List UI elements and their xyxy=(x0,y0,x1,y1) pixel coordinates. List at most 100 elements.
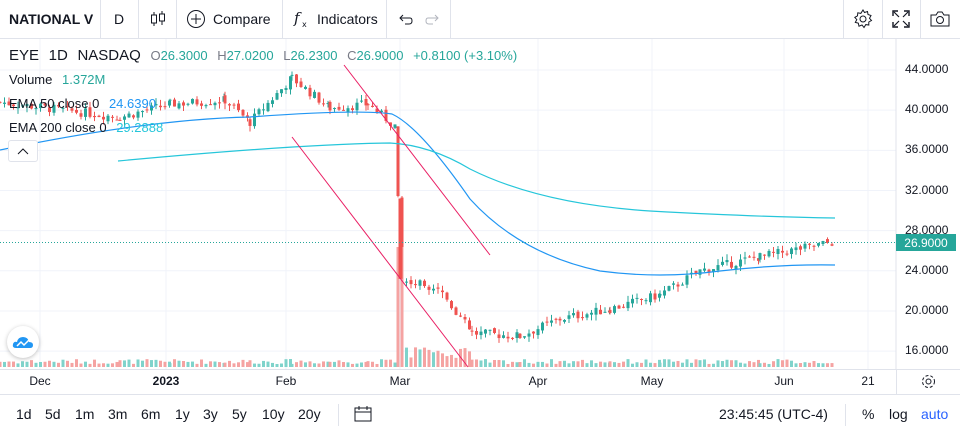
volume-bar xyxy=(342,362,345,367)
candle-body xyxy=(322,103,325,105)
volume-bar xyxy=(681,362,684,367)
candle-body xyxy=(707,269,711,273)
candle-body xyxy=(209,104,212,106)
percent-scale-toggle[interactable]: % xyxy=(862,406,875,422)
volume-bar xyxy=(748,361,751,367)
candle-body xyxy=(84,108,87,117)
settings-button[interactable] xyxy=(852,0,874,38)
chart-pane[interactable]: EYE 1D NASDAQ O26.3000 H27.0200 L26.2300… xyxy=(0,39,960,369)
toolbar-divider xyxy=(338,404,339,426)
volume-bar xyxy=(626,359,630,367)
volume-bar xyxy=(400,247,404,367)
volume-bar xyxy=(617,362,621,367)
collapse-legend-button[interactable] xyxy=(8,140,38,162)
volume-bar xyxy=(366,361,370,367)
candle-body xyxy=(667,286,671,291)
volume-bar xyxy=(241,359,245,367)
volume-bar xyxy=(536,361,540,367)
candle-body xyxy=(375,108,379,113)
time-tick: 21 xyxy=(861,374,875,388)
range-20y[interactable]: 20y xyxy=(298,406,321,422)
time-axis[interactable]: Dec 2023 Feb Mar Apr May Jun 21 xyxy=(0,369,960,395)
volume-bar xyxy=(79,363,83,367)
price-tick: 40.0000 xyxy=(905,102,949,117)
price-tick: 36.0000 xyxy=(905,142,949,157)
candle-body xyxy=(563,319,566,322)
volume-bar xyxy=(554,363,558,367)
volume-bar xyxy=(136,359,140,367)
range-3y[interactable]: 3y xyxy=(203,406,218,422)
candle-body xyxy=(599,309,602,315)
candle-body xyxy=(326,103,330,105)
candle-body xyxy=(475,331,478,335)
chart-style-button[interactable] xyxy=(149,0,167,38)
volume-bar xyxy=(640,362,643,367)
volume-bar xyxy=(248,360,252,367)
indicators-label: Indicators xyxy=(317,11,378,27)
gear-icon xyxy=(922,375,935,388)
volume-bar xyxy=(649,362,652,367)
candle-body xyxy=(450,301,453,309)
volume-bar xyxy=(154,359,158,367)
candle-body xyxy=(427,286,431,290)
volume-bar xyxy=(812,361,816,367)
candle-body xyxy=(681,284,684,286)
candle-body xyxy=(445,292,449,300)
candle-body xyxy=(30,103,33,109)
candle-body xyxy=(262,109,265,111)
candle-body xyxy=(232,104,236,106)
range-5y[interactable]: 5y xyxy=(232,406,247,422)
toolbar-divider xyxy=(386,0,387,38)
candle-body xyxy=(432,288,435,291)
svg-text:x: x xyxy=(302,20,307,29)
volume-bar xyxy=(39,361,42,367)
chart-canvas[interactable] xyxy=(0,39,960,369)
redo-button[interactable] xyxy=(424,0,442,38)
log-scale-toggle[interactable]: log xyxy=(889,406,908,422)
date-range-button[interactable] xyxy=(354,405,372,426)
open-label: O xyxy=(150,48,161,63)
price-tick: 16.0000 xyxy=(905,343,949,358)
auto-scale-toggle[interactable]: auto xyxy=(921,406,949,422)
candle-body xyxy=(436,287,440,289)
fullscreen-button[interactable] xyxy=(892,0,910,38)
candle-body xyxy=(581,317,584,319)
volume-bar xyxy=(585,363,589,367)
snapshot-button[interactable] xyxy=(929,0,951,38)
candle-body xyxy=(43,103,47,106)
candle-body xyxy=(748,256,751,258)
volume-bar xyxy=(772,361,775,367)
range-10y[interactable]: 10y xyxy=(262,406,285,422)
compare-label: Compare xyxy=(213,11,271,27)
candle-body xyxy=(812,245,816,247)
volume-bar xyxy=(271,362,274,367)
interval-button[interactable]: D xyxy=(114,0,124,38)
candle-body xyxy=(830,244,834,246)
range-1m[interactable]: 1m xyxy=(75,406,95,422)
undo-button[interactable] xyxy=(396,0,414,38)
range-5d[interactable]: 5d xyxy=(45,406,61,422)
candle-body xyxy=(613,306,616,313)
volume-bar xyxy=(52,361,56,367)
volume-bar xyxy=(280,363,283,367)
camera-icon xyxy=(930,11,950,27)
ema50-value: 24.6390 xyxy=(108,96,156,111)
range-1y[interactable]: 1y xyxy=(175,406,190,422)
compare-button[interactable]: Compare xyxy=(186,0,271,38)
volume-bar xyxy=(450,354,453,367)
candle-body xyxy=(497,334,501,339)
volume-bar xyxy=(532,363,535,367)
range-3m[interactable]: 3m xyxy=(108,406,128,422)
candle-body xyxy=(280,89,283,94)
tradingview-logo[interactable] xyxy=(7,326,39,358)
candle-body xyxy=(25,103,29,107)
range-6m[interactable]: 6m xyxy=(141,406,161,422)
volume-bar xyxy=(658,362,662,367)
calendar-icon xyxy=(354,406,372,422)
volume-bar xyxy=(290,363,294,367)
volume-bar xyxy=(308,361,312,367)
range-1d[interactable]: 1d xyxy=(16,406,32,422)
symbol-search[interactable]: NATIONAL V xyxy=(9,0,93,38)
axis-settings-button[interactable] xyxy=(920,373,937,393)
